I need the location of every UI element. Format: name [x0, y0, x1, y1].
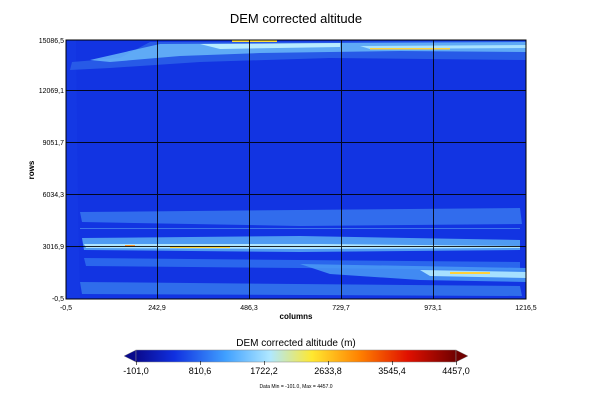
colorbar: -101,0 810,6 1722,2 2633,8 3545,4 4457,0 [123, 349, 470, 376]
y-tick-label: 12069,1 [39, 88, 64, 95]
y-tick-labels: -0,5 3016,9 6034,3 9051,7 12069,1 15086,… [39, 38, 64, 303]
grid-lines [66, 40, 526, 299]
colorbar-tick-label: 810,6 [189, 366, 212, 376]
y-tick-label: -0,5 [52, 296, 64, 303]
y-tick-label: 9051,7 [43, 140, 65, 147]
chart-title: DEM corrected altitude [229, 11, 363, 26]
x-tick-label: 242,9 [148, 305, 166, 312]
heatmap-image [66, 40, 526, 299]
x-tick-label: -0,5 [60, 305, 72, 312]
y-tick-label: 15086,5 [39, 38, 64, 45]
x-tick-label: 1216,5 [515, 305, 537, 312]
colorbar-tick-label: 2633,8 [314, 366, 342, 376]
x-tick-labels: -0,5 242,9 486,3 729,7 973,1 1216,5 [60, 305, 537, 312]
x-axis-label: columns [280, 312, 313, 321]
y-tick-label: 3016,9 [43, 244, 65, 251]
data-range-text: Data Min = -101.0, Max = 4457.0 [259, 384, 333, 390]
x-tick-label: 973,1 [424, 305, 442, 312]
colorbar-tick-label: 4457,0 [442, 366, 470, 376]
y-tick-label: 6034,3 [43, 192, 65, 199]
colorbar-title: DEM corrected altitude (m) [236, 338, 356, 349]
plot-frame [65, 39, 527, 300]
colorbar-gradient [135, 349, 457, 363]
y-axis-label: rows [27, 160, 36, 179]
colorbar-tick-label: 1722,2 [250, 366, 278, 376]
colorbar-max-arrow [455, 349, 469, 363]
x-tick-label: 729,7 [332, 305, 350, 312]
colorbar-tick-label: 3545,4 [378, 366, 406, 376]
colorbar-min-arrow [123, 349, 137, 363]
x-tick-label: 486,3 [240, 305, 258, 312]
colorbar-tick-label: -101,0 [123, 366, 149, 376]
